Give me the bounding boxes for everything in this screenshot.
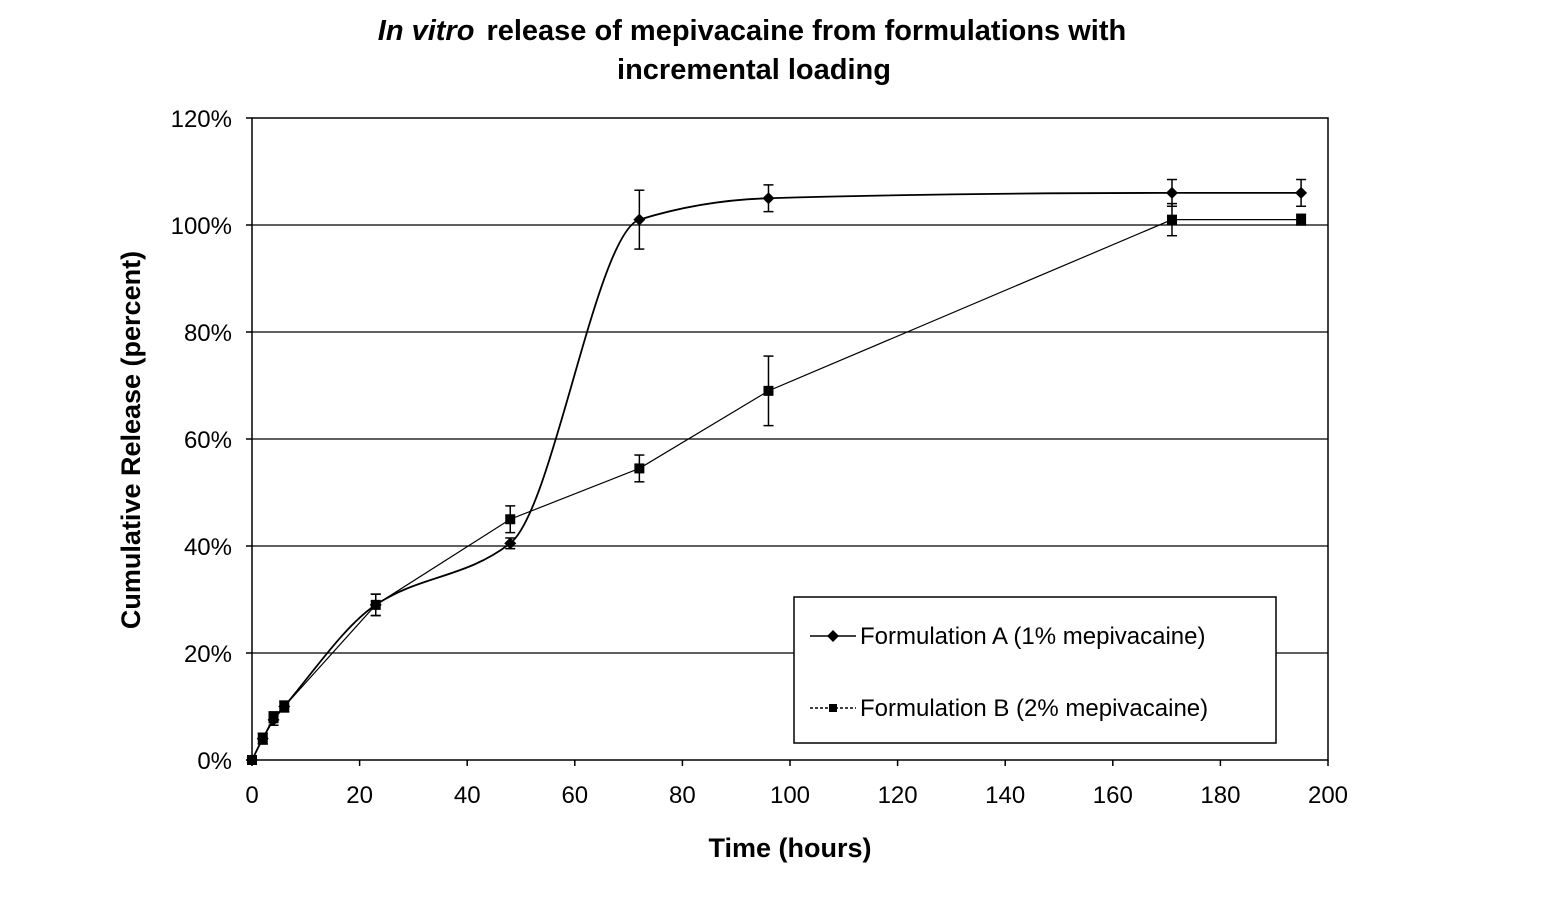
legend-item-formulation-a: Formulation A (1% mepivacaine) xyxy=(810,623,1206,650)
data-point-a-6 xyxy=(633,213,646,226)
legend-box xyxy=(793,596,1277,744)
data-point-b-7 xyxy=(763,385,774,396)
x-tick-label-80: 80 xyxy=(669,782,696,809)
legend-marker-a-diamond-icon xyxy=(827,630,839,642)
legend: Formulation A (1% mepivacaine) Formulati… xyxy=(793,596,1277,744)
data-point-a-5 xyxy=(504,537,517,550)
data-point-b-6 xyxy=(634,463,645,474)
x-tick-label-140: 140 xyxy=(985,782,1025,809)
y-tick-label-20: 20% xyxy=(184,641,232,668)
data-point-b-4 xyxy=(370,599,381,610)
data-point-b-2 xyxy=(268,712,279,723)
legend-label-a: Formulation A (1% mepivacaine) xyxy=(860,623,1206,650)
legend-marker-b-square-icon xyxy=(829,704,837,712)
y-tick-label-60: 60% xyxy=(184,427,232,454)
data-point-b-0 xyxy=(247,755,257,765)
legend-item-formulation-b: Formulation B (2% mepivacaine) xyxy=(810,695,1208,722)
x-tick-label-160: 160 xyxy=(1093,782,1133,809)
data-point-b-5 xyxy=(505,514,516,525)
data-point-a-7 xyxy=(762,192,775,205)
data-point-a-8 xyxy=(1165,186,1178,199)
chart-title-italic: In vitro xyxy=(378,15,475,47)
data-point-b-3 xyxy=(279,701,290,712)
y-axis-label: Cumulative Release (percent) xyxy=(116,251,146,629)
x-tick-label-180: 180 xyxy=(1200,782,1240,809)
data-point-b-9 xyxy=(1296,214,1307,225)
data-point-b-1 xyxy=(257,733,268,744)
data-series xyxy=(246,178,1308,766)
gridlines xyxy=(252,224,1328,654)
chart-title-rest: release of mepivacaine from formulations… xyxy=(486,15,1126,47)
x-tick-label-60: 60 xyxy=(561,782,588,809)
legend-label-b: Formulation B (2% mepivacaine) xyxy=(860,695,1208,722)
chart-title: In vitro release of mepivacaine from form… xyxy=(378,15,1126,86)
x-tick-label-20: 20 xyxy=(346,782,373,809)
y-tick-label-40: 40% xyxy=(184,534,232,561)
y-tick-label-80: 80% xyxy=(184,320,232,347)
series-formulation-b xyxy=(247,202,1307,765)
data-point-a-9 xyxy=(1295,186,1308,199)
x-tick-label-100: 100 xyxy=(770,782,810,809)
chart-title-line-1: In vitro release of mepivacaine from form… xyxy=(378,15,1126,47)
x-tick-label-40: 40 xyxy=(454,782,481,809)
x-tick-label-0: 0 xyxy=(245,782,258,809)
x-tick-label-120: 120 xyxy=(878,782,918,809)
x-axis-label: Time (hours) xyxy=(708,833,871,863)
chart-title-line-2: incremental loading xyxy=(617,54,891,86)
y-tick-label-120: 120% xyxy=(171,106,232,133)
y-tick-label-100: 100% xyxy=(171,213,232,240)
series-line-b xyxy=(251,219,1302,761)
axis-ticks: 0% 20% 40% 60% 80% 100% 120% 0 20 40 60 80 100 120 140… xyxy=(171,106,1348,809)
y-tick-label-0: 0% xyxy=(197,748,232,775)
data-point-b-8 xyxy=(1166,214,1177,225)
x-tick-label-200: 200 xyxy=(1308,782,1348,809)
